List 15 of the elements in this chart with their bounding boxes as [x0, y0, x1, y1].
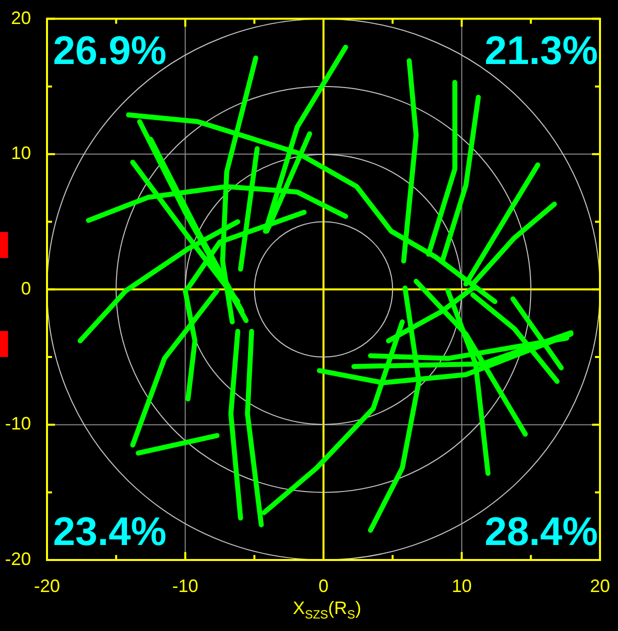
annotation: 28.4% [484, 510, 598, 554]
y-tick-label: -10 [4, 414, 31, 434]
x-tick-label: -10 [172, 576, 198, 596]
annotation: 21.3% [484, 28, 598, 73]
y-tick-label: 0 [20, 278, 31, 298]
x-tick-label: 10 [452, 576, 472, 596]
y-tick-label: -20 [4, 548, 31, 569]
annotation: 26.9% [53, 28, 166, 73]
annotation: 23.4% [53, 510, 166, 554]
x-tick-label: 20 [590, 576, 610, 596]
x-axis-title: X$_{SZS}$(R$_{S}$) [292, 597, 362, 624]
y-tick-label: 10 [10, 143, 31, 164]
x-tick-label: 0 [318, 576, 328, 596]
y-tick-label: 20 [10, 8, 31, 28]
x-tick-label: -20 [34, 576, 60, 596]
